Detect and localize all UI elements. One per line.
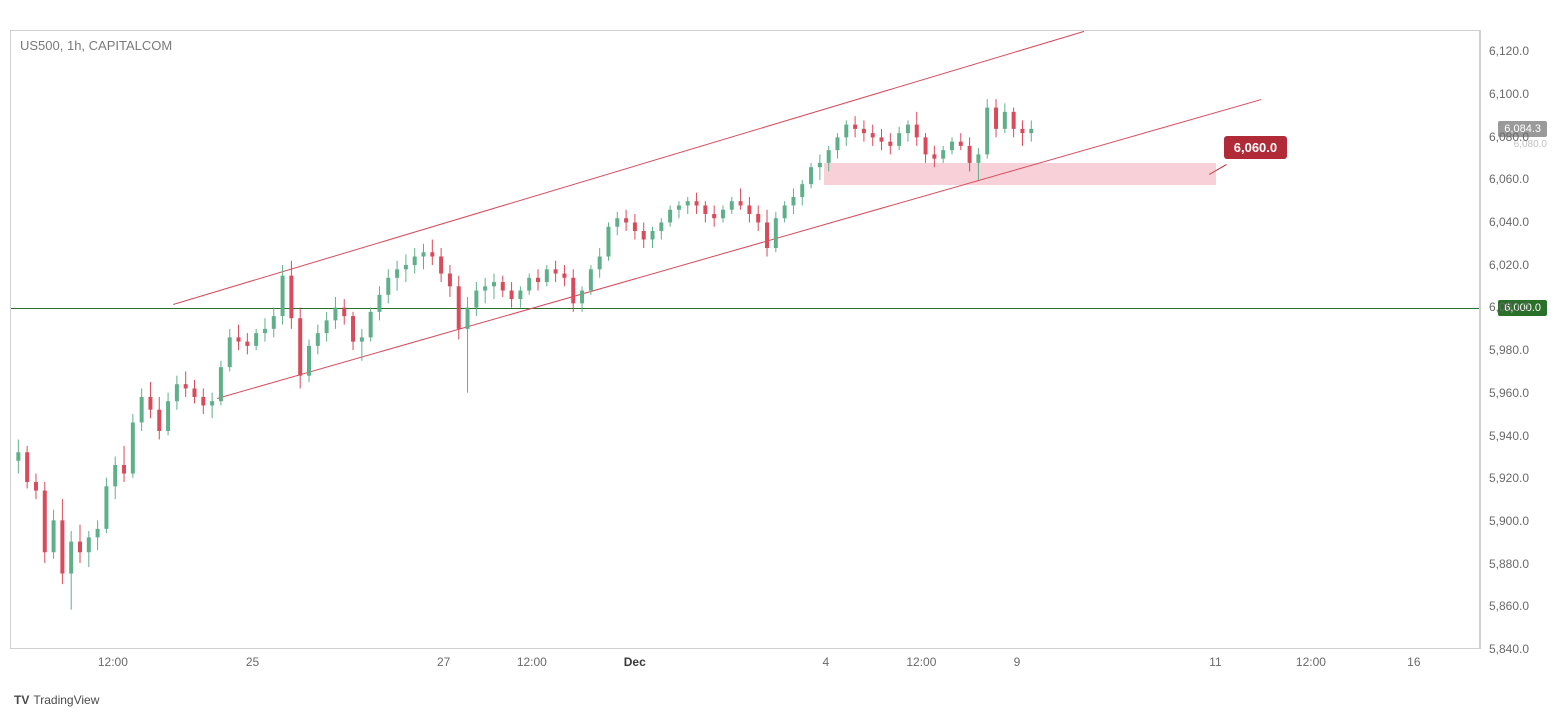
y-tick-label: 5,860.0 (1489, 599, 1529, 613)
y-tick-label: 6,000.0 (1489, 300, 1529, 314)
y-tick-label: 6,080.0 (1489, 130, 1529, 144)
y-tick-label: 5,940.0 (1489, 429, 1529, 443)
y-tick-label: 5,960.0 (1489, 386, 1529, 400)
chart-area[interactable]: 6,000.06,084.36,080.06,060.0 (10, 30, 1480, 649)
x-tick-label: 27 (437, 655, 450, 669)
x-tick-label: 12:00 (517, 655, 547, 669)
x-tick-label: 11 (1209, 655, 1221, 669)
y-tick-label: 6,020.0 (1489, 258, 1529, 272)
x-tick-label: 12:00 (98, 655, 128, 669)
x-tick-label: 16 (1407, 655, 1420, 669)
y-axis: 5,840.05,860.05,880.05,900.05,920.05,940… (1480, 30, 1550, 649)
x-tick-label: 12:00 (906, 655, 936, 669)
y-tick-label: 6,100.0 (1489, 87, 1529, 101)
y-tick-label: 5,980.0 (1489, 343, 1529, 357)
x-axis: 12:00 25 27 12:00 Dec 4 12:00 9 11 12:00 16 (10, 649, 1480, 679)
x-tick-label: 4 (823, 655, 830, 669)
x-tick-label: 12:00 (1296, 655, 1326, 669)
y-tick-label: 5,900.0 (1489, 514, 1529, 528)
y-tick-label: 5,840.0 (1489, 642, 1529, 656)
candlestick-svg (11, 31, 1479, 648)
y-tick-label: 6,120.0 (1489, 44, 1529, 58)
x-tick-label: 9 (1014, 655, 1021, 669)
y-tick-label: 6,060.0 (1489, 172, 1529, 186)
x-tick-label: Dec (624, 655, 646, 669)
y-tick-label: 6,040.0 (1489, 215, 1529, 229)
y-tick-label: 5,920.0 (1489, 471, 1529, 485)
price-callout: 6,060.0 (1224, 136, 1287, 159)
tradingview-watermark: TVTradingView (14, 693, 99, 707)
x-tick-label: 25 (246, 655, 259, 669)
chart-title: US500, 1h, CAPITALCOM (20, 38, 172, 53)
y-tick-label: 5,880.0 (1489, 557, 1529, 571)
